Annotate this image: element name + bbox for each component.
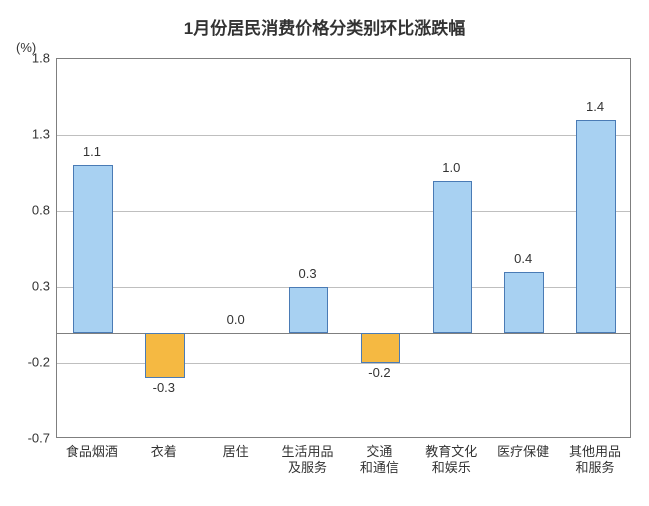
x-category-label: 教育文化和娱乐 bbox=[412, 444, 490, 477]
gridline bbox=[57, 211, 630, 212]
bar-value-label: 0.4 bbox=[493, 251, 553, 266]
bar-value-label: 0.0 bbox=[206, 312, 266, 327]
y-tick-label: 1.3 bbox=[4, 127, 50, 142]
bar-value-label: -0.2 bbox=[349, 365, 409, 380]
y-tick-label: 1.8 bbox=[4, 51, 50, 66]
x-category-label: 交通和通信 bbox=[341, 444, 419, 477]
x-category-label: 食品烟酒 bbox=[53, 444, 131, 460]
gridline bbox=[57, 287, 630, 288]
x-category-label: 生活用品及服务 bbox=[269, 444, 347, 477]
gridline bbox=[57, 135, 630, 136]
bar-value-label: 1.4 bbox=[565, 99, 625, 114]
bar-value-label: 1.0 bbox=[421, 160, 481, 175]
cpi-mom-bar-chart: 1月份居民消费价格分类别环比涨跌幅 (%) -0.7-0.20.30.81.31… bbox=[0, 0, 649, 506]
bar bbox=[361, 333, 401, 363]
x-category-label: 医疗保健 bbox=[484, 444, 562, 460]
y-tick-label: -0.7 bbox=[4, 431, 50, 446]
y-tick-label: 0.3 bbox=[4, 279, 50, 294]
bar-value-label: 1.1 bbox=[62, 144, 122, 159]
bar bbox=[289, 287, 329, 333]
x-category-label: 衣着 bbox=[125, 444, 203, 460]
chart-title: 1月份居民消费价格分类别环比涨跌幅 bbox=[0, 14, 649, 39]
bar-value-label: 0.3 bbox=[278, 266, 338, 281]
bar bbox=[73, 165, 113, 332]
gridline bbox=[57, 363, 630, 364]
y-tick-label: -0.2 bbox=[4, 355, 50, 370]
x-category-label: 其他用品和服务 bbox=[556, 444, 634, 477]
bar bbox=[145, 333, 185, 379]
zero-baseline bbox=[57, 333, 630, 334]
bar-value-label: -0.3 bbox=[134, 380, 194, 395]
bar bbox=[504, 272, 544, 333]
bar bbox=[433, 181, 473, 333]
y-tick-label: 0.8 bbox=[4, 203, 50, 218]
x-category-label: 居住 bbox=[197, 444, 275, 460]
bar bbox=[576, 120, 616, 333]
